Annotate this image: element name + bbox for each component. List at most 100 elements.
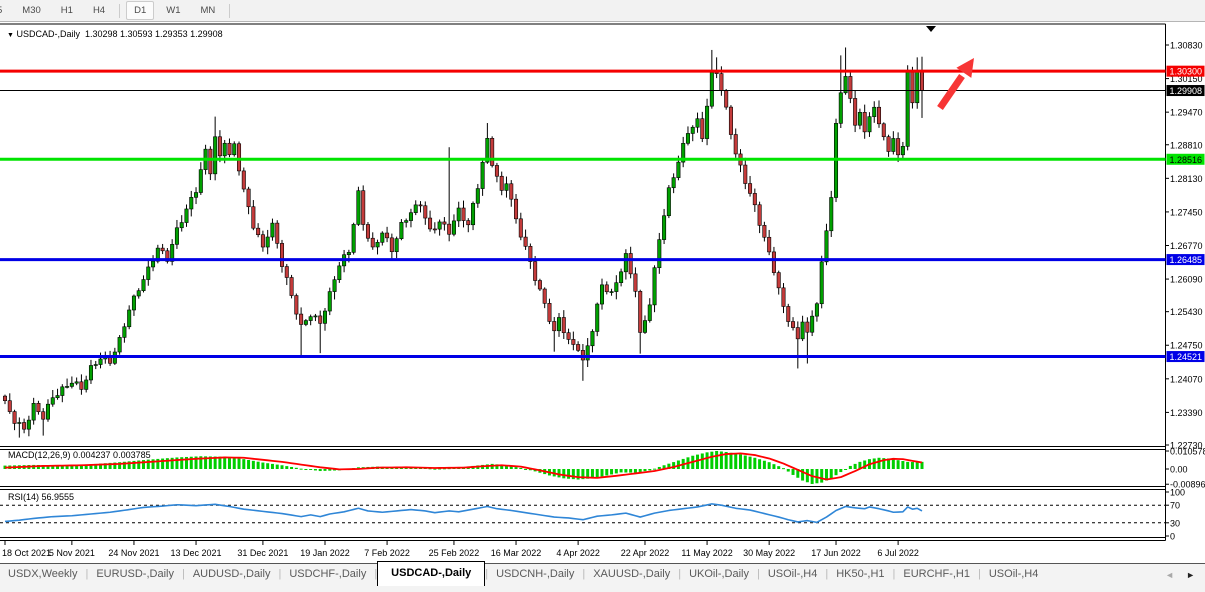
macd-histogram-bar	[610, 469, 614, 475]
candle-body	[762, 225, 767, 238]
macd-histogram-bar	[60, 465, 64, 469]
candle-body	[198, 169, 203, 193]
candle-body	[705, 105, 710, 139]
last-price-label: 1.29908	[1170, 86, 1203, 96]
symbol-tab-usoil-h4[interactable]: USOil-,H4	[988, 568, 1039, 580]
macd-histogram-bar	[318, 469, 322, 472]
symbol-tab-xauusd-daily[interactable]: XAUUSD-,Daily	[593, 568, 671, 580]
price-tick-label: 1.26090	[1170, 275, 1203, 285]
symbol-tab-usdcad-daily[interactable]: USDCAD-,Daily	[377, 561, 486, 586]
macd-histogram-bar	[629, 469, 633, 473]
candle-body	[647, 304, 652, 321]
price-tick-label: 1.28130	[1170, 174, 1203, 184]
time-tick-label: 30 May 2022	[743, 548, 795, 558]
candle-body	[385, 232, 390, 239]
macd-histogram-bar	[672, 462, 676, 469]
macd-histogram-bar	[75, 464, 79, 469]
macd-histogram-bar	[519, 467, 523, 469]
candle-body	[227, 142, 232, 156]
candle-body	[542, 288, 547, 304]
level-price-label: 1.24521	[1170, 352, 1203, 362]
macd-histogram-bar	[524, 469, 528, 470]
candle-body	[22, 422, 27, 430]
timeframe-button-m30[interactable]: M30	[22, 5, 41, 16]
level-price-label: 1.28516	[1170, 155, 1203, 165]
symbol-tab-usdcnh-daily[interactable]: USDCNH-,Daily	[496, 568, 575, 580]
up-arrow-annotation-icon[interactable]	[956, 58, 974, 78]
timeframe-button-w1[interactable]: W1	[166, 5, 181, 16]
trend-arrow-shaft[interactable]	[937, 74, 965, 110]
time-tick-label: 13 Dec 2021	[171, 548, 222, 558]
symbol-tab-usdx-weekly[interactable]: USDX,Weekly	[8, 568, 78, 580]
candle-body	[332, 279, 337, 292]
macd-histogram-bar	[700, 453, 704, 469]
macd-histogram-bar	[853, 463, 857, 469]
macd-histogram-bar	[758, 459, 762, 469]
time-tick-label: 6 Jul 2022	[877, 548, 919, 558]
symbol-tab-eurusd-daily[interactable]: EURUSD-,Daily	[96, 568, 174, 580]
candle-body	[2, 395, 8, 402]
candle-body	[394, 238, 399, 253]
candle-body	[79, 381, 84, 390]
macd-histogram-bar	[786, 469, 790, 472]
macd-histogram-bar	[113, 462, 117, 469]
timeframe-button-d1[interactable]: D1	[126, 1, 155, 20]
candle-body	[413, 204, 418, 213]
macd-histogram-bar	[901, 461, 905, 469]
candle-body	[595, 303, 600, 332]
macd-histogram-bar	[404, 467, 408, 469]
candle-body	[299, 313, 304, 325]
timeframe-button-5[interactable]: 5	[0, 1, 10, 20]
time-tick-label: 22 Apr 2022	[621, 548, 670, 558]
macd-histogram-bar	[514, 467, 518, 469]
candle-body	[599, 284, 604, 305]
candle-body	[351, 224, 356, 253]
candle-body	[633, 273, 638, 292]
symbol-tab-hk50-h1[interactable]: HK50-,H1	[836, 568, 885, 580]
macd-histogram-bar	[748, 456, 752, 469]
symbol-tab-usdchf-daily[interactable]: USDCHF-,Daily	[289, 568, 367, 580]
candle-body	[55, 395, 60, 399]
candle-body	[461, 207, 466, 221]
tab-separator: |	[374, 568, 378, 580]
candle-body	[437, 221, 442, 230]
price-tick-label: 1.28810	[1170, 140, 1203, 150]
candle-body	[695, 118, 700, 128]
candle-body	[752, 193, 757, 206]
candle-body	[475, 188, 480, 204]
timeframe-button-h4[interactable]: H4	[92, 5, 106, 16]
macd-histogram-bar	[280, 465, 284, 469]
candle-body	[356, 190, 361, 225]
macd-histogram-bar	[906, 461, 910, 469]
candle-body	[585, 345, 590, 361]
time-tick-label: 25 Feb 2022	[429, 548, 480, 558]
symbol-tab-audusd-daily[interactable]: AUDUSD-,Daily	[192, 568, 271, 580]
timeframe-button-h1[interactable]: H1	[60, 5, 73, 16]
time-tick-label: 24 Nov 2021	[108, 548, 159, 558]
timeframe-toolbar: 5 M30 H1 H4 D1 W1 MN	[0, 0, 1205, 22]
symbol-dropdown-icon[interactable]: ▼	[7, 32, 14, 39]
candle-body	[533, 261, 538, 281]
macd-histogram-bar	[915, 462, 919, 469]
macd-histogram-bar	[567, 469, 571, 479]
macd-histogram-bar	[877, 457, 881, 469]
candle-body	[471, 202, 476, 226]
candle-body	[399, 222, 404, 239]
level-price-label: 1.26485	[1170, 255, 1203, 265]
rsi-indicator-label: RSI(14) 56.9555	[8, 492, 75, 502]
macd-histogram-bar	[829, 469, 833, 479]
tab-scroll-right-icon[interactable]: ►	[1186, 570, 1195, 580]
symbol-tab-ukoil-daily[interactable]: UKOil-,Daily	[689, 568, 749, 580]
macd-histogram-bar	[676, 460, 680, 469]
macd-histogram-bar	[189, 456, 193, 469]
macd-histogram-bar	[887, 458, 891, 469]
timeframe-button-mn[interactable]: MN	[200, 5, 216, 16]
symbol-tab-eurchf-h1[interactable]: EURCHF-,H1	[903, 568, 970, 580]
candle-body	[308, 316, 313, 321]
candle-body	[241, 170, 246, 190]
symbol-tab-usoil-h4[interactable]: USOil-,H4	[767, 568, 818, 580]
macd-histogram-bar	[99, 463, 103, 469]
candle-body	[657, 239, 662, 269]
macd-histogram-bar	[667, 463, 671, 469]
tab-scroll-left-icon[interactable]: ◄	[1165, 570, 1175, 580]
